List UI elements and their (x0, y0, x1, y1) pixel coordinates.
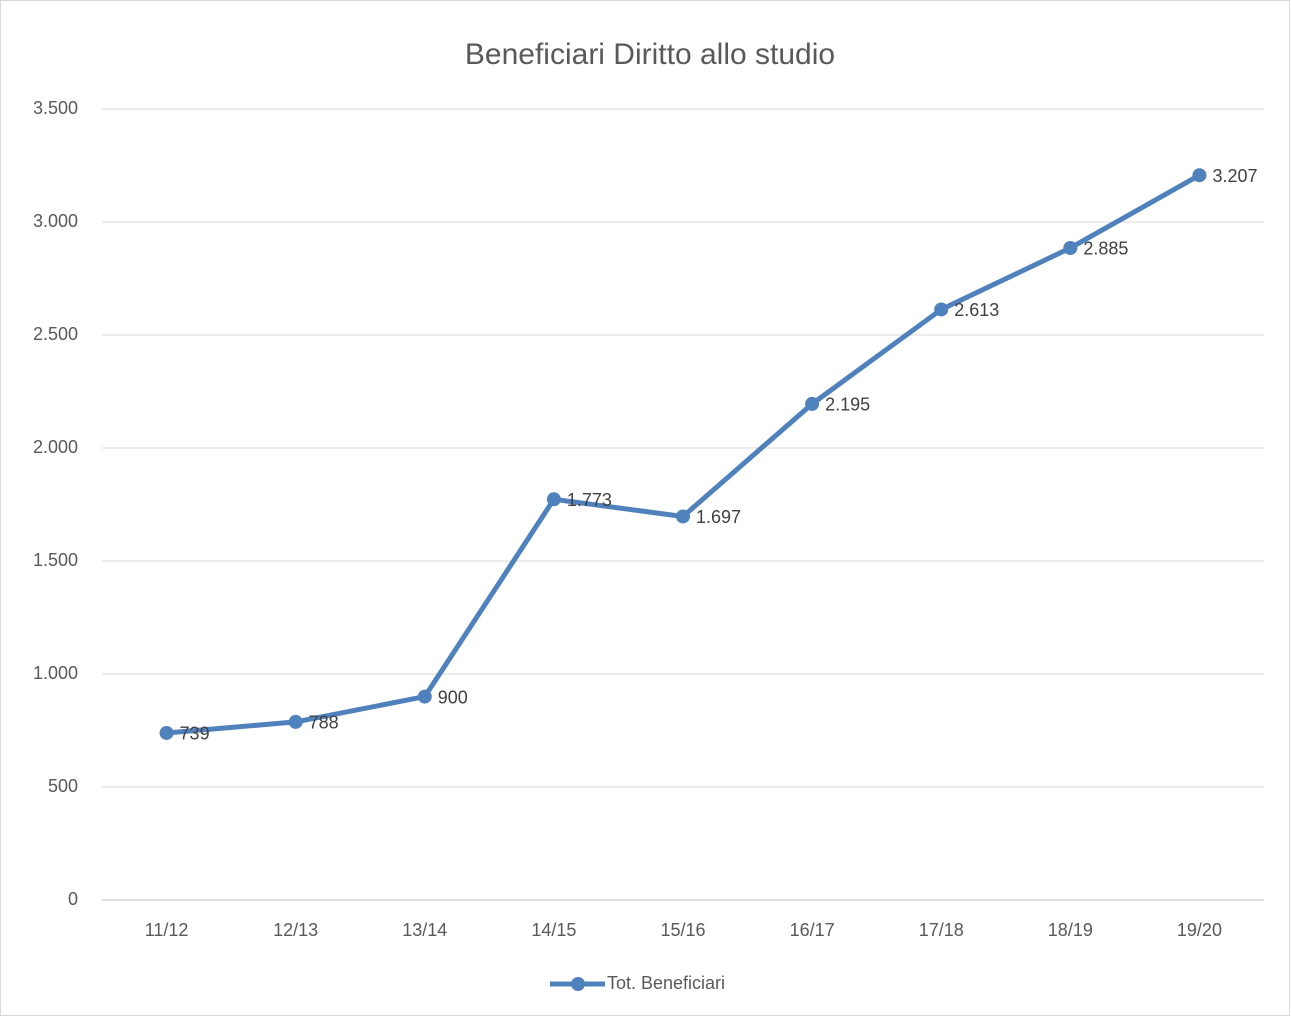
x-tick-label: 18/19 (1048, 920, 1093, 940)
data-label: 739 (180, 724, 210, 744)
data-label: 2.885 (1083, 239, 1128, 259)
x-tick-label: 19/20 (1177, 920, 1222, 940)
y-tick-label: 2.000 (33, 437, 78, 457)
data-label: 1.697 (696, 507, 741, 527)
x-tick-label: 12/13 (273, 920, 318, 940)
y-tick-label: 1.500 (33, 550, 78, 570)
y-tick-label: 0 (68, 889, 78, 909)
data-point (1192, 168, 1207, 183)
y-tick-label: 2.500 (33, 324, 78, 344)
legend-marker (571, 977, 585, 991)
data-label: 3.207 (1212, 166, 1257, 186)
y-tick-label: 3.500 (33, 98, 78, 118)
data-label: 900 (438, 687, 468, 707)
data-point (676, 509, 690, 524)
data-label: 1.773 (567, 490, 612, 510)
data-point (288, 714, 303, 729)
y-tick-label: 1.000 (33, 663, 78, 683)
legend-label: Tot. Beneficiari (607, 973, 725, 993)
x-tick-label: 13/14 (402, 920, 447, 940)
data-label: 2.613 (954, 300, 999, 320)
x-tick-label: 15/16 (660, 920, 705, 940)
data-label: 2.195 (825, 395, 870, 415)
data-point (546, 492, 561, 507)
data-label: 788 (309, 713, 339, 733)
data-point (805, 396, 820, 411)
x-tick-label: 17/18 (919, 920, 964, 940)
chart-title: Beneficiari Diritto allo studio (465, 38, 835, 71)
x-tick-label: 14/15 (531, 920, 576, 940)
y-tick-label: 500 (48, 776, 78, 796)
data-point (159, 725, 174, 740)
data-point (934, 302, 949, 317)
x-tick-label: 11/12 (145, 920, 189, 940)
data-point (1063, 240, 1078, 255)
x-tick-label: 16/17 (790, 920, 835, 940)
y-tick-label: 3.000 (33, 211, 78, 231)
data-point (417, 689, 432, 704)
